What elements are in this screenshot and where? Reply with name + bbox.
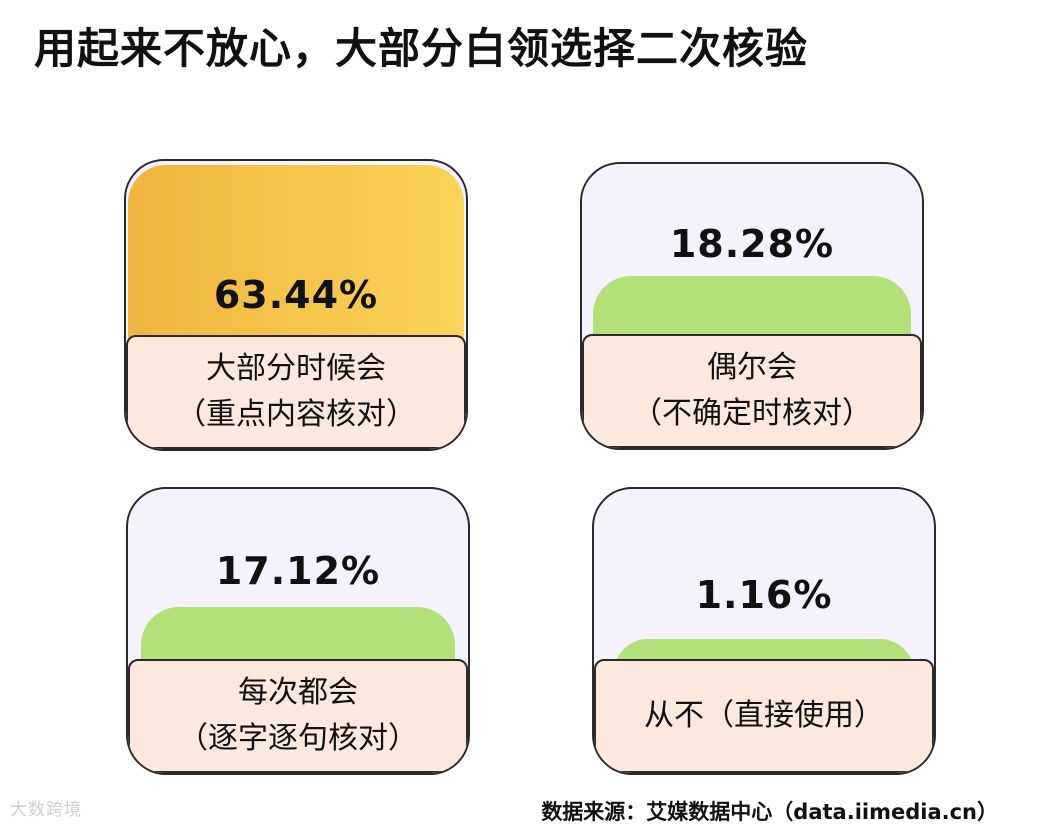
category-label-every-time-line2: （逐字逐句核对） — [178, 721, 418, 756]
category-label-every-time: 每次都会 （逐字逐句核对） — [128, 659, 468, 773]
category-label-mostly: 大部分时候会 （重点内容核对） — [126, 335, 466, 449]
category-label-mostly-line1: 大部分时候会 — [206, 351, 386, 386]
category-label-occasionally-line1: 偶尔会 — [707, 350, 797, 385]
source-note: 数据来源：艾媒数据中心（data.iimedia.cn） — [541, 800, 998, 824]
card-never: 1.16% 从不（直接使用） — [592, 487, 936, 775]
card-every-time: 17.12% 每次都会 （逐字逐句核对） — [126, 487, 470, 775]
category-label-mostly-line2: （重点内容核对） — [176, 397, 416, 432]
card-mostly: 63.44% 大部分时候会 （重点内容核对） — [124, 159, 468, 451]
value-label-every-time: 17.12% — [215, 549, 381, 593]
value-label-mostly: 63.44% — [213, 273, 379, 317]
chart-title: 用起来不放心，大部分白领选择二次核验 — [34, 24, 809, 73]
value-label-never: 1.16% — [695, 573, 833, 617]
card-occasionally: 18.28% 偶尔会 （不确定时核对） — [580, 162, 924, 450]
category-label-occasionally: 偶尔会 （不确定时核对） — [582, 334, 922, 448]
bar-fill-mostly — [128, 165, 464, 349]
category-label-every-time-line1: 每次都会 — [238, 675, 358, 710]
category-label-never: 从不（直接使用） — [594, 659, 934, 773]
value-label-occasionally: 18.28% — [669, 222, 835, 266]
category-label-never-line1: 从不（直接使用） — [644, 698, 884, 733]
watermark: 大数跨境 — [10, 800, 82, 820]
category-label-occasionally-line2: （不确定时核对） — [632, 396, 872, 431]
